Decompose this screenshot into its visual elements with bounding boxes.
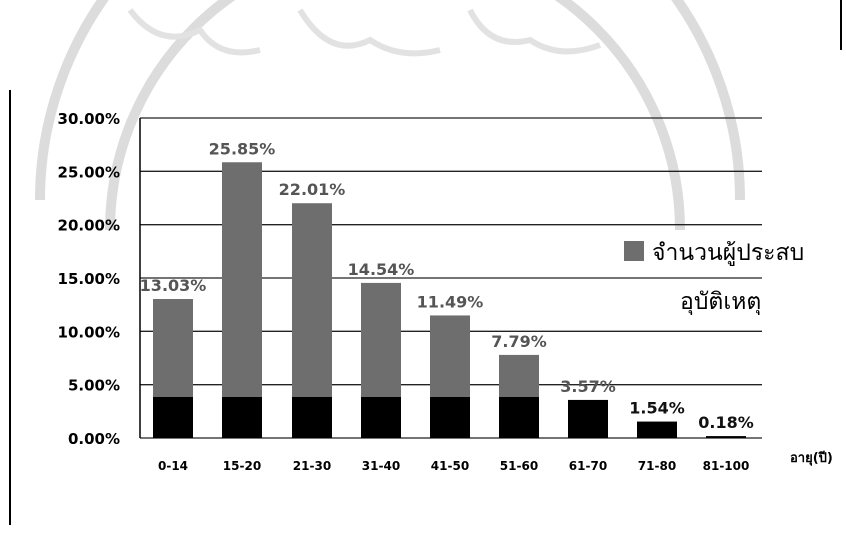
bar-base <box>637 421 677 438</box>
legend-swatch <box>624 241 644 261</box>
y-tick-label: 5.00% <box>68 377 120 395</box>
bar <box>361 282 401 397</box>
bar-base <box>430 397 470 438</box>
x-axis-label: อายุ(ปี) <box>790 450 833 466</box>
x-tick-label: 61-70 <box>569 459 607 473</box>
bar-base <box>361 397 401 438</box>
data-label: 0.18% <box>698 413 754 432</box>
bar <box>222 162 262 397</box>
bar-base <box>706 436 746 438</box>
y-tick-label: 0.00% <box>68 430 120 448</box>
data-label: 22.01% <box>279 180 346 199</box>
data-label: 13.03% <box>140 276 207 295</box>
x-tick-label: 41-50 <box>431 459 469 473</box>
bar <box>292 203 332 397</box>
y-tick-label: 10.00% <box>58 323 120 341</box>
bar-base <box>153 397 193 438</box>
data-label: 7.79% <box>491 332 547 351</box>
legend-label-line2: อุบัติเหตุ <box>680 289 761 315</box>
legend-label-line1: จำนวนผู้ประสบ <box>652 240 804 266</box>
data-label: 14.54% <box>348 260 415 279</box>
data-labels: 13.03% 25.85% 22.01% 14.54%11.49% 7.79% 3.57%… <box>140 139 754 432</box>
y-tick-label: 20.00% <box>58 217 120 235</box>
data-label: 1.54% <box>629 399 685 418</box>
data-label: 3.57% <box>560 377 616 396</box>
bar-base <box>499 397 539 438</box>
bar-base <box>222 397 262 438</box>
x-tick-label: 71-80 <box>638 459 676 473</box>
bar-base <box>568 399 608 438</box>
data-label: 25.85% <box>209 139 276 158</box>
bar-base <box>292 397 332 438</box>
bar <box>499 354 539 397</box>
x-tick-label: 81-100 <box>703 459 750 473</box>
y-tick-label: 15.00% <box>58 270 120 288</box>
data-label: 11.49% <box>417 292 484 311</box>
x-tick-label: 31-40 <box>362 459 400 473</box>
x-tick-labels: 0-14 15-20 21-30 31-40 41-50 51-60 61-70 71-80 8… <box>158 459 749 473</box>
bar <box>153 299 193 397</box>
y-tick-label: 30.00% <box>58 110 120 128</box>
y-tick-labels: 0.00% 5.00% 10.00% 15.00% 20.00% 25.00% 30.00% <box>58 110 120 448</box>
x-tick-label: 51-60 <box>500 459 538 473</box>
y-tick-label: 25.00% <box>58 163 120 181</box>
bar <box>430 315 470 397</box>
x-tick-label: 15-20 <box>223 459 261 473</box>
x-tick-label: 21-30 <box>293 459 331 473</box>
bars <box>153 162 746 438</box>
x-tick-label: 0-14 <box>158 459 188 473</box>
